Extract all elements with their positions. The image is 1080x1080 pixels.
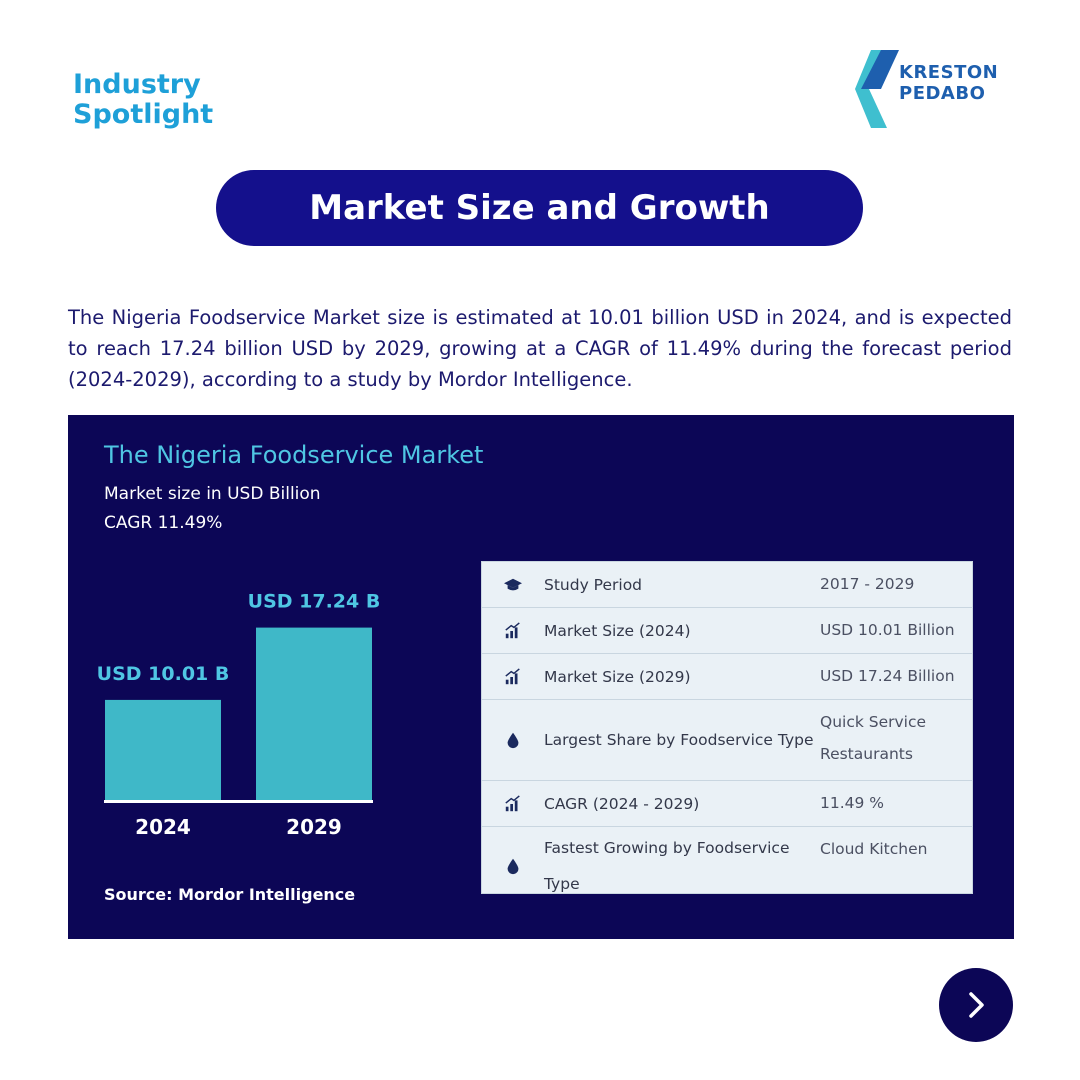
drop-icon xyxy=(482,731,544,749)
chevron-right-icon xyxy=(969,992,984,1018)
x-tick-2024: 2024 xyxy=(135,815,191,839)
stat-value: Quick Service Restaurants xyxy=(820,713,927,763)
bar-2029 xyxy=(256,627,372,800)
drop-icon xyxy=(482,857,544,875)
intro-paragraph: The Nigeria Foodservice Market size is e… xyxy=(68,306,1012,391)
stat-label: CAGR (2024 - 2029) xyxy=(544,794,700,813)
stat-label: Study Period xyxy=(544,575,643,594)
stat-label: Market Size (2024) xyxy=(544,621,691,640)
source-note: Source: Mordor Intelligence xyxy=(104,885,356,904)
bar-2024 xyxy=(105,699,221,800)
market-panel: The Nigeria Foodservice Market Market si… xyxy=(68,415,1014,939)
graduation-cap-icon xyxy=(482,576,544,594)
logo-line-2: PEDABO xyxy=(899,83,986,104)
stat-label: Fastest Growing by Foodservice Type xyxy=(544,838,790,893)
bar-chart-icon xyxy=(482,621,544,640)
stat-label: Largest Share by Foodservice Type xyxy=(544,731,814,749)
market-stats-table: Study Period 2017 - 2029 Market Size (2024… xyxy=(481,561,973,894)
kreston-pedabo-logo: KRESTON PEDABO xyxy=(855,50,1025,128)
logo-line-1: KRESTON xyxy=(899,62,999,83)
stat-row: CAGR (2024 - 2029) 11.49 % xyxy=(482,781,972,827)
stat-row: Market Size (2024) USD 10.01 Billion xyxy=(482,608,972,654)
data-label-2024: USD 10.01 B xyxy=(98,663,229,685)
stat-value: USD 10.01 Billion xyxy=(820,621,955,639)
stat-row: Fastest Growing by Foodservice Type Cloud… xyxy=(482,827,972,904)
stat-row: Study Period 2017 - 2029 xyxy=(482,562,972,608)
stat-value: USD 17.24 Billion xyxy=(820,667,955,685)
stat-row: Market Size (2029) USD 17.24 Billion xyxy=(482,654,972,700)
tag-line-2: Spotlight xyxy=(73,99,214,130)
industry-spotlight-tag: Industry Spotlight xyxy=(73,70,213,130)
section-title: Market Size and Growth xyxy=(216,170,863,246)
logo-mark-icon xyxy=(855,50,899,128)
panel-subtitle-cagr: CAGR 11.49% xyxy=(104,513,223,533)
next-slide-button[interactable] xyxy=(939,968,1013,1042)
stat-value: 11.49 % xyxy=(820,794,885,812)
bar-chart-icon xyxy=(482,667,544,686)
stat-value: Cloud Kitchen xyxy=(820,840,928,858)
stat-label: Market Size (2029) xyxy=(544,667,691,686)
tag-line-1: Industry xyxy=(73,69,201,100)
stat-value: 2017 - 2029 xyxy=(820,575,915,593)
x-tick-2029: 2029 xyxy=(286,815,342,839)
logo-wordmark: KRESTON PEDABO xyxy=(899,62,998,104)
market-size-bar-chart: USD 10.01 B 2024 USD 17.24 B 2029 xyxy=(98,591,381,839)
bar-chart-icon xyxy=(482,794,544,813)
stat-row: Largest Share by Foodservice Type Quick S… xyxy=(482,700,972,781)
panel-subtitle-units: Market size in USD Billion xyxy=(104,484,321,504)
panel-title: The Nigeria Foodservice Market xyxy=(104,441,484,469)
data-label-2029: USD 17.24 B xyxy=(248,591,381,613)
